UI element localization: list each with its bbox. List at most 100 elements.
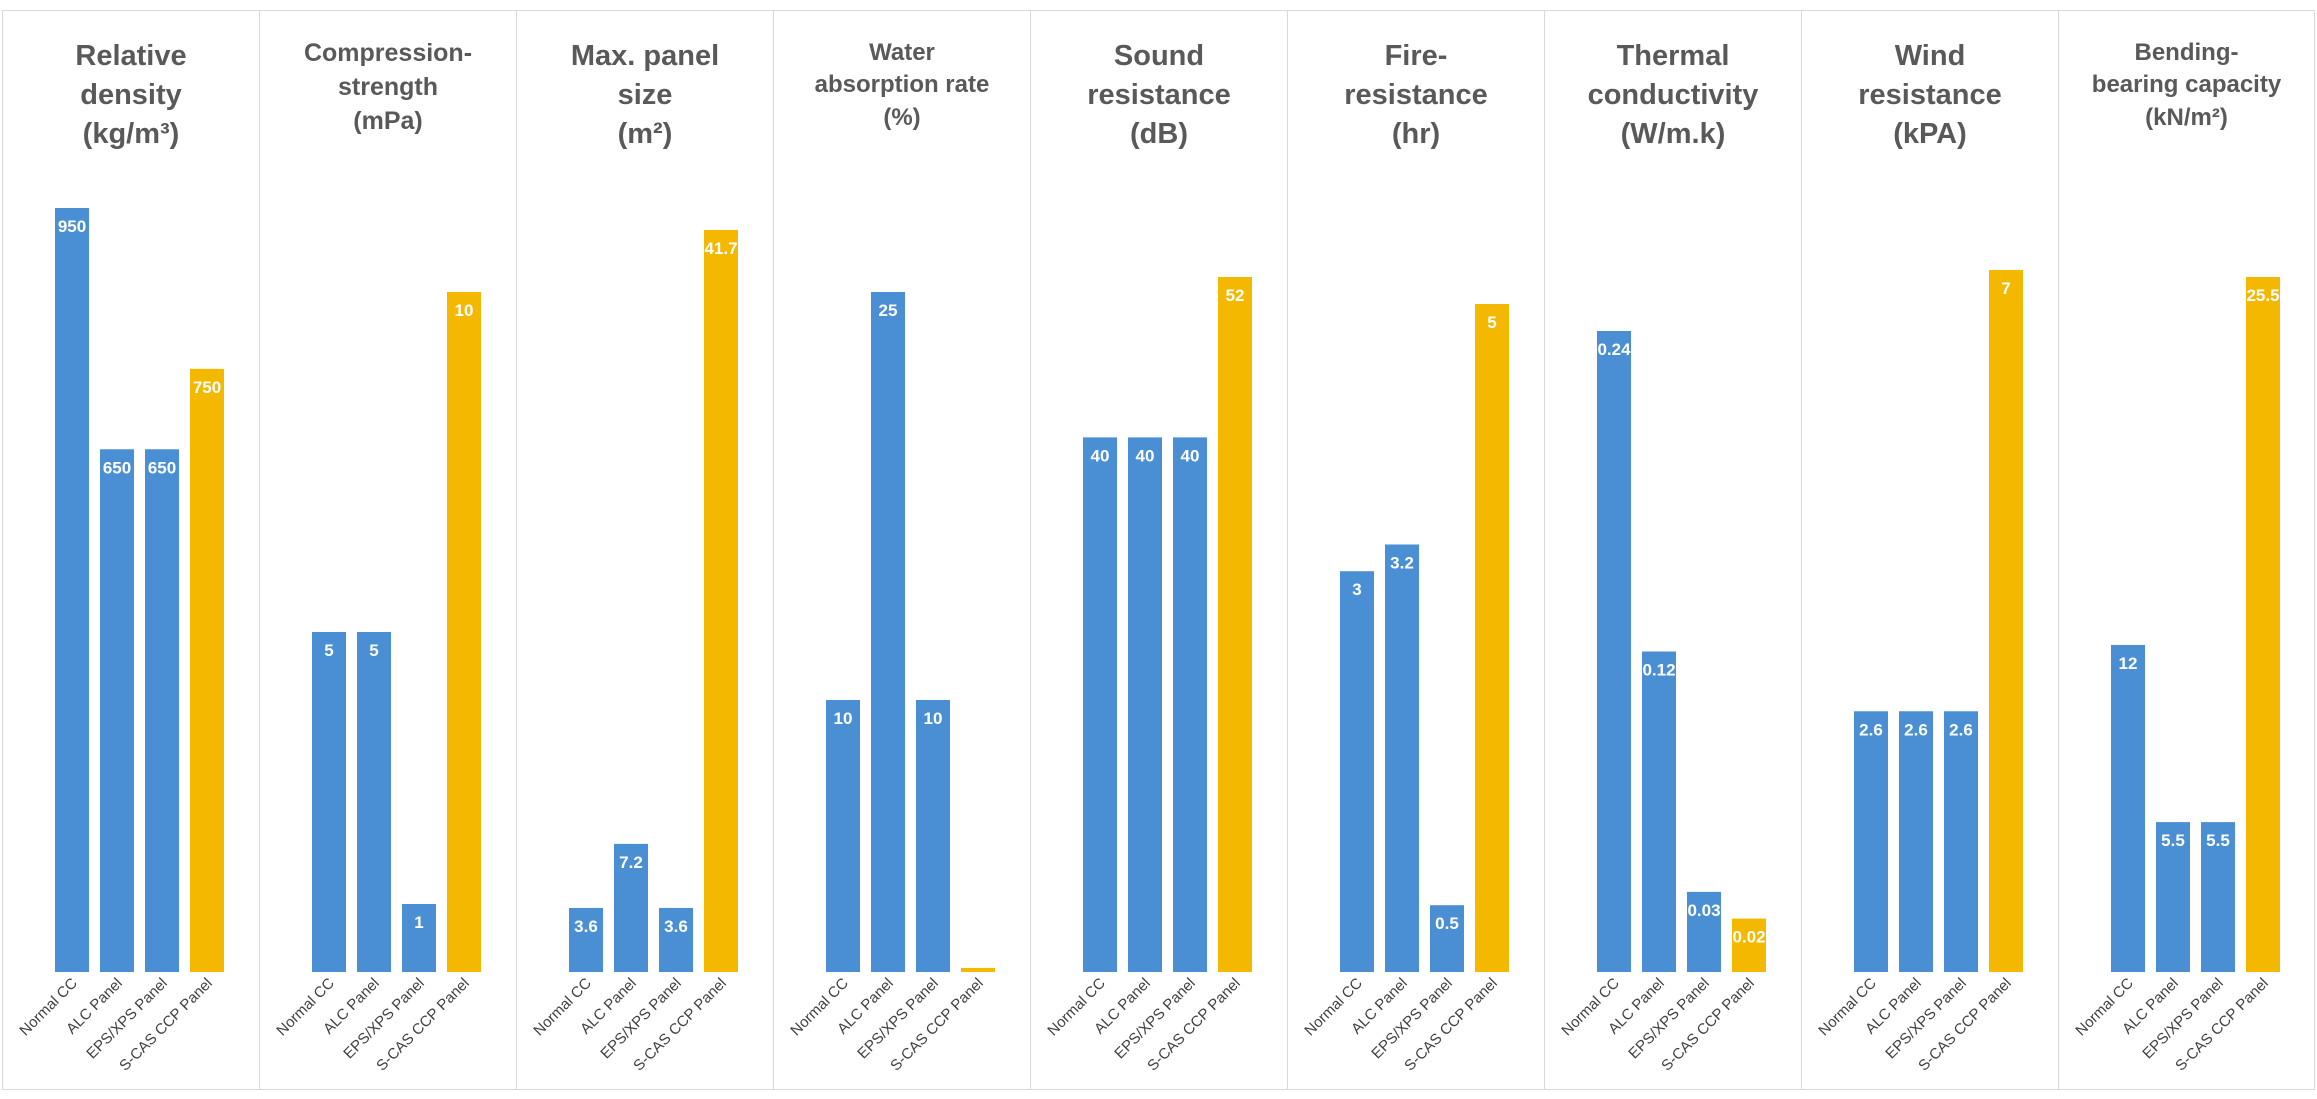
bar bbox=[1218, 277, 1252, 972]
bar bbox=[100, 449, 134, 972]
bar bbox=[1989, 270, 2023, 972]
x-tick-label: EPS/XPS Panel bbox=[854, 975, 941, 1062]
bar bbox=[916, 700, 950, 972]
bar bbox=[1083, 437, 1117, 972]
bar bbox=[1475, 304, 1509, 972]
value-label: 2.6 bbox=[1859, 720, 1883, 739]
bar bbox=[569, 907, 603, 972]
value-label: 0.02 bbox=[1732, 928, 1765, 947]
x-tick-label: EPS/XPS Panel bbox=[2139, 975, 2226, 1062]
value-label: 10 bbox=[834, 709, 853, 728]
chart-title: Relative density (kg/m³) bbox=[75, 40, 187, 151]
x-tick-label: EPS/XPS Panel bbox=[1625, 975, 1712, 1062]
bar bbox=[1899, 711, 1933, 972]
bar bbox=[145, 449, 179, 972]
value-label: 650 bbox=[148, 458, 176, 477]
bar bbox=[659, 907, 693, 972]
value-label: 1 bbox=[414, 913, 423, 932]
value-label: 2.6 bbox=[1949, 720, 1973, 739]
chart-title: Compression- strength (mPa) bbox=[303, 39, 473, 135]
x-tick-label: EPS/XPS Panel bbox=[1368, 975, 1455, 1062]
value-label: 40 bbox=[1136, 446, 1155, 465]
value-label: 3.6 bbox=[574, 917, 598, 936]
chart-panel: Wind resistance (kPA) 2.6 Normal CC 2.6 ALC … bbox=[1801, 10, 2058, 1090]
value-label: 3.6 bbox=[664, 917, 688, 936]
bar bbox=[190, 368, 224, 972]
chart-panel: Fire- resistance (hr) 3 Normal CC 3.2 ALC Pa… bbox=[1287, 10, 1544, 1090]
bar bbox=[1854, 711, 1888, 972]
bar bbox=[1642, 651, 1676, 972]
value-label: 5.5 bbox=[2161, 831, 2185, 850]
value-label: 52 bbox=[1226, 286, 1245, 305]
bar bbox=[1944, 711, 1978, 972]
chart-panel: Compression- strength (mPa) 5 Normal CC 5 AL… bbox=[259, 10, 516, 1090]
bar bbox=[1340, 571, 1374, 972]
value-label: 0.15 bbox=[961, 977, 994, 996]
bar bbox=[1732, 918, 1766, 972]
value-label: 0.5 bbox=[1435, 914, 1459, 933]
value-label: 5.5 bbox=[2206, 831, 2230, 850]
bar bbox=[614, 843, 648, 972]
bar bbox=[1128, 437, 1162, 972]
value-label: 950 bbox=[58, 217, 86, 236]
bar bbox=[2246, 277, 2280, 972]
bar bbox=[1430, 905, 1464, 972]
chart-title: Max. panel size (m²) bbox=[570, 40, 720, 151]
bar bbox=[2201, 822, 2235, 972]
value-label: 750 bbox=[193, 378, 221, 397]
chart-panel: Sound resistance (dB) 40 Normal CC 40 ALC Pa… bbox=[1030, 10, 1287, 1090]
chart-panel: Thermal conductivity (W/m.k) 0.24 Normal C… bbox=[1544, 10, 1801, 1090]
value-label: 3 bbox=[1352, 580, 1361, 599]
value-label: 3.2 bbox=[1390, 553, 1414, 572]
chart-title: Sound resistance (dB) bbox=[1087, 40, 1231, 151]
value-label: 5 bbox=[369, 641, 378, 660]
x-tick-label: EPS/XPS Panel bbox=[340, 975, 427, 1062]
value-label: 5 bbox=[1487, 313, 1496, 332]
value-label: 0.12 bbox=[1642, 661, 1675, 680]
bar bbox=[704, 230, 738, 972]
x-tick-label: EPS/XPS Panel bbox=[83, 975, 170, 1062]
chart-panel: Max. panel size (m²) 3.6 Normal CC 7.2 ALC P… bbox=[516, 10, 773, 1090]
value-label: 650 bbox=[103, 458, 131, 477]
value-label: 0.24 bbox=[1597, 340, 1631, 359]
chart-panel: Water absorption rate (%) 10 Normal CC 25 AL… bbox=[773, 10, 1030, 1090]
x-tick-label: EPS/XPS Panel bbox=[1111, 975, 1198, 1062]
value-label: 40 bbox=[1181, 446, 1200, 465]
value-label: 25.5 bbox=[2246, 286, 2279, 305]
value-label: 10 bbox=[455, 301, 474, 320]
chart-panel: Bending- bearing capacity (kN/m²) 12 Norma… bbox=[2058, 10, 2315, 1090]
bar bbox=[1597, 331, 1631, 972]
value-label: 41.7 bbox=[704, 239, 737, 258]
value-label: 5 bbox=[324, 641, 333, 660]
bar bbox=[871, 292, 905, 972]
value-label: 25 bbox=[879, 301, 898, 320]
bar bbox=[1173, 437, 1207, 972]
chart-panel: Relative density (kg/m³) 950 Normal CC 650 A… bbox=[2, 10, 259, 1090]
bar bbox=[447, 292, 481, 972]
bar bbox=[826, 700, 860, 972]
chart-title: Thermal conductivity (W/m.k) bbox=[1587, 40, 1759, 151]
value-label: 7.2 bbox=[619, 853, 643, 872]
chart-title: Bending- bearing capacity (kN/m²) bbox=[2091, 39, 2282, 131]
bar bbox=[357, 632, 391, 972]
bar bbox=[402, 904, 436, 972]
bar bbox=[1385, 544, 1419, 972]
x-tick-label: EPS/XPS Panel bbox=[597, 975, 684, 1062]
value-label: 0.03 bbox=[1687, 901, 1720, 920]
value-label: 7 bbox=[2001, 279, 2010, 298]
value-label: 12 bbox=[2119, 654, 2138, 673]
x-tick-label: EPS/XPS Panel bbox=[1882, 975, 1969, 1062]
value-label: 2.6 bbox=[1904, 720, 1928, 739]
bar bbox=[1687, 891, 1721, 972]
chart-title: Fire- resistance (hr) bbox=[1344, 40, 1488, 151]
